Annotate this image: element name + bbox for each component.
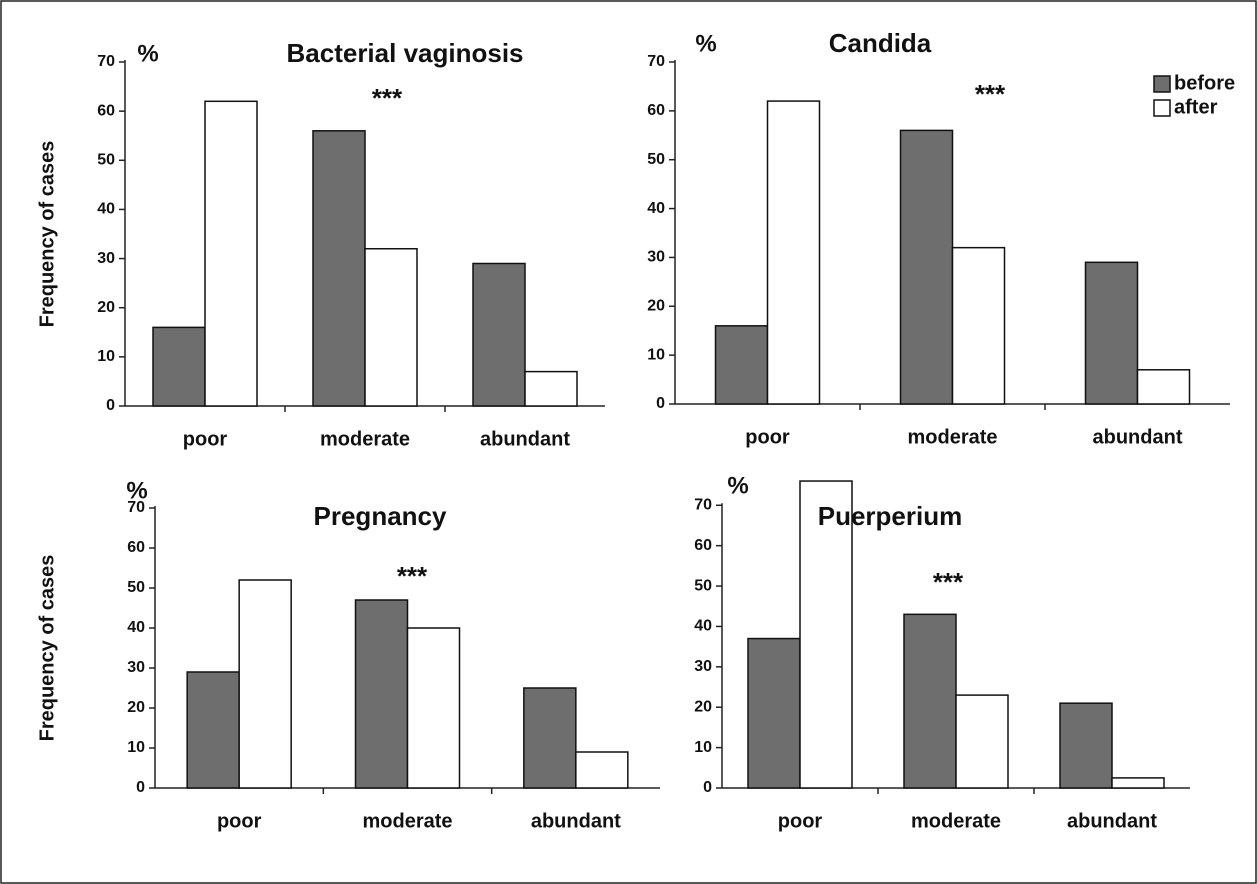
bar (766, 100, 821, 405)
x-tick-label: moderate (320, 428, 410, 450)
bar (575, 751, 629, 789)
y-tick-label: 30 (97, 250, 115, 267)
x-tick-label: moderate (911, 810, 1001, 832)
y-tick-label: 10 (127, 739, 145, 756)
y-tick-label: 60 (647, 102, 665, 119)
y-tick-label: 10 (97, 348, 115, 365)
annotation: *** (933, 567, 964, 597)
y-tick-label: 70 (694, 496, 712, 513)
bar (955, 694, 1009, 789)
bar (472, 262, 526, 407)
y-tick-label: 30 (127, 659, 145, 676)
y-tick-label: 60 (127, 539, 145, 556)
bar (523, 687, 577, 789)
y-tick-label: 50 (127, 579, 145, 596)
annotation: *** (975, 79, 1006, 109)
y-tick-label: 20 (127, 699, 145, 716)
bar (799, 480, 853, 789)
legend-label: after (1174, 96, 1218, 118)
bar (524, 370, 578, 407)
chart-title: Puerperium (818, 501, 963, 531)
unit-label: % (695, 30, 716, 57)
y-tick-label: 70 (97, 53, 115, 70)
bar (951, 246, 1006, 405)
x-tick-label: moderate (907, 426, 997, 448)
y-tick-label: 60 (694, 537, 712, 554)
x-tick-label: abundant (1067, 810, 1157, 832)
y-tick-label: 70 (647, 53, 665, 70)
y-tick-label: 30 (647, 249, 665, 266)
annotation: *** (397, 561, 428, 591)
chart-title: Bacterial vaginosis (287, 38, 524, 68)
y-tick-label: 20 (694, 698, 712, 715)
x-tick-label: moderate (362, 810, 452, 832)
bar (747, 637, 801, 789)
y-tick-label: 0 (703, 779, 712, 796)
annotation: *** (372, 83, 403, 113)
bar (186, 671, 240, 789)
y-tick-label: 40 (127, 619, 145, 636)
legend-label: before (1174, 72, 1235, 94)
legend-swatch (1153, 75, 1171, 93)
y-tick-label: 20 (647, 298, 665, 315)
bar (312, 130, 366, 407)
bar (1111, 777, 1165, 789)
y-tick-label: 40 (647, 200, 665, 217)
y-axis-label: Frequency of cases (36, 141, 58, 328)
y-tick-label: 50 (97, 152, 115, 169)
bar (364, 247, 418, 407)
bar (899, 129, 954, 405)
unit-label: % (727, 472, 748, 499)
bar (204, 100, 258, 407)
bar (406, 627, 461, 789)
bar (903, 613, 957, 789)
y-axis-label: Frequency of cases (36, 555, 58, 742)
x-tick-label: poor (778, 810, 823, 832)
bar (354, 599, 409, 789)
y-tick-label: 10 (647, 346, 665, 363)
x-tick-label: poor (217, 810, 262, 832)
unit-label: % (126, 477, 147, 504)
unit-label: % (137, 40, 158, 67)
x-tick-label: abundant (480, 428, 570, 450)
bar (152, 326, 206, 407)
bar (1059, 702, 1113, 789)
y-tick-label: 50 (694, 577, 712, 594)
y-tick-label: 30 (694, 658, 712, 675)
chart-title: Candida (829, 28, 932, 58)
y-tick-label: 0 (656, 395, 665, 412)
y-tick-label: 40 (694, 618, 712, 635)
x-tick-label: abundant (531, 810, 621, 832)
y-tick-label: 0 (106, 397, 115, 414)
bar (1084, 261, 1139, 405)
y-tick-label: 50 (647, 151, 665, 168)
y-tick-label: 40 (97, 201, 115, 218)
chart-title: Pregnancy (314, 501, 447, 531)
x-tick-label: poor (183, 428, 228, 450)
bar (714, 325, 769, 405)
x-tick-label: abundant (1093, 426, 1183, 448)
y-tick-label: 10 (694, 739, 712, 756)
legend-swatch (1153, 99, 1171, 117)
y-tick-label: 60 (97, 102, 115, 119)
bar (238, 579, 292, 789)
y-tick-label: 20 (97, 299, 115, 316)
bar (1136, 369, 1191, 405)
y-tick-label: 70 (127, 499, 145, 516)
y-tick-label: 0 (136, 779, 145, 796)
x-tick-label: poor (745, 426, 790, 448)
